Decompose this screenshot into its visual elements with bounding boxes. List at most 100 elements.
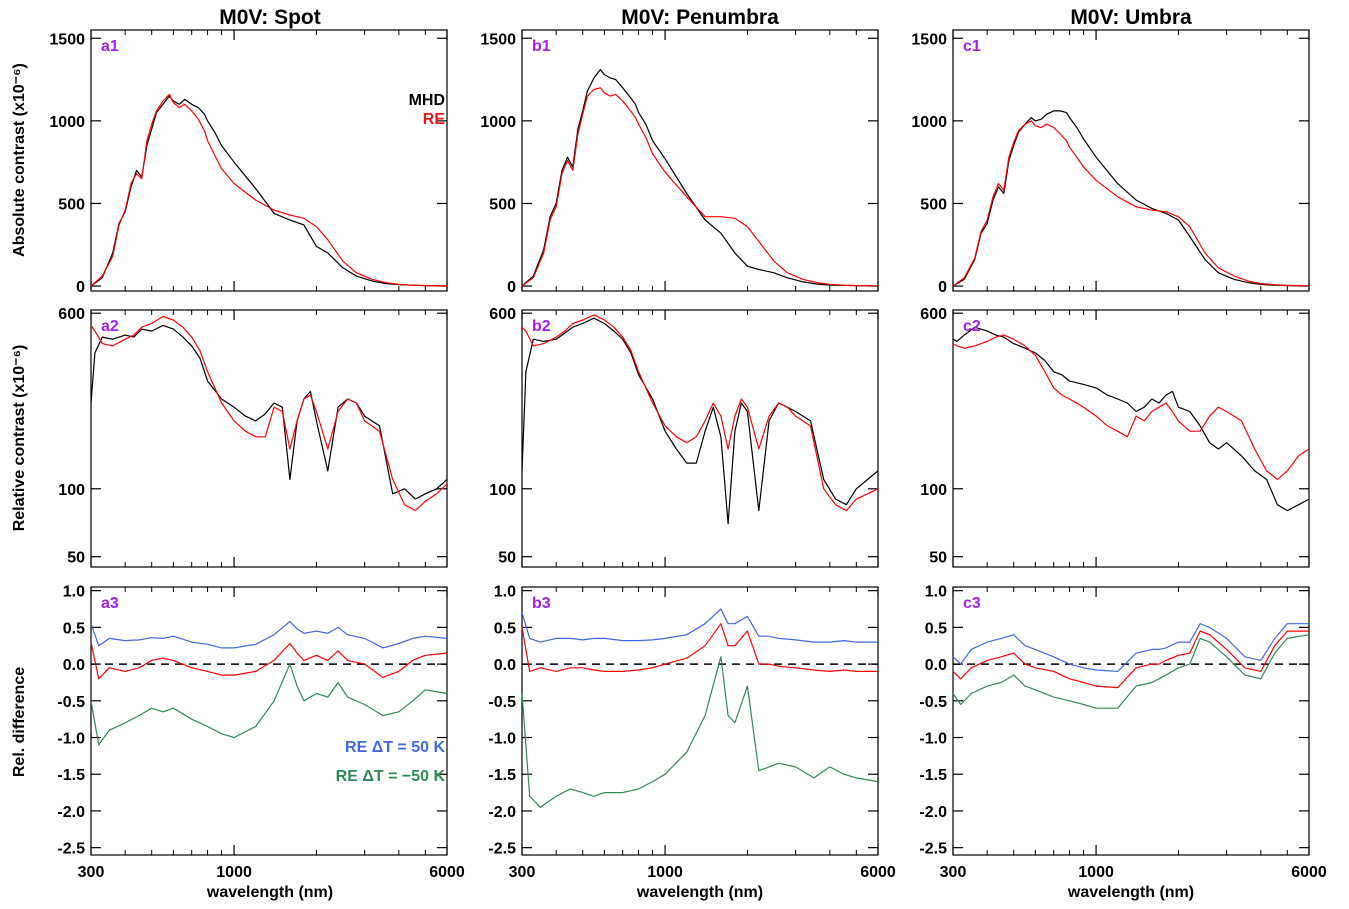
y-tick-label-b2: 100 (489, 482, 516, 499)
legend-mhd: MHD (409, 92, 445, 109)
y-tick-label-a2: 50 (67, 550, 85, 567)
plot-frame-c2 (952, 309, 1310, 568)
x-tick-label-b3: 1000 (647, 864, 683, 881)
x-tick-label-b3: 300 (509, 864, 536, 881)
series-line-mhd-c1 (952, 110, 1310, 287)
plot-frame-a2 (90, 309, 448, 568)
y-tick-label-c3: -0.5 (919, 694, 947, 711)
x-tick-label-c3: 300 (940, 864, 967, 881)
panel-label-a1: a1 (101, 38, 119, 55)
y-tick-label-c2: 50 (929, 550, 947, 567)
x-tick-label-c3: 1000 (1078, 864, 1114, 881)
series-line-mhd-a1 (90, 95, 448, 287)
y-tick-label-b3: 0.5 (494, 620, 516, 637)
y-tick-label-c3: 1.0 (925, 584, 947, 601)
x-tick-label-b3: 6000 (860, 864, 896, 881)
y-tick-label-b3: -0.5 (488, 694, 516, 711)
panel-label-c1: c1 (963, 38, 981, 55)
plot-frame-a3 (90, 586, 448, 856)
series-line-re-b2 (521, 314, 879, 512)
legend-re-minus50: RE ΔT = −50 K (336, 768, 446, 785)
y-tick-label-c2: 600 (920, 306, 947, 323)
x-tick-label-a3: 300 (78, 864, 105, 881)
series-line-re-t-50-k-c3 (952, 623, 1309, 673)
y-tick-label-c1: 1500 (911, 31, 947, 48)
x-tick-label-a3: 1000 (216, 864, 252, 881)
y-tick-label-a3: 1.0 (63, 584, 85, 601)
series-line-mhd-b2 (521, 317, 879, 525)
y-tick-label-a2: 100 (58, 482, 85, 499)
x-tick-label-c3: 6000 (1291, 864, 1327, 881)
column-title-penumbra: M0V: Penumbra (621, 6, 779, 29)
y-tick-label-c3: 0.5 (925, 620, 947, 637)
series-line-re-t-50-k-a3 (90, 663, 448, 746)
xlabel-col3: wavelength (nm) (1067, 884, 1194, 901)
y-tick-label-c2: 100 (920, 482, 947, 499)
series-line-re-c3 (952, 630, 1309, 689)
panel-label-b1: b1 (532, 38, 551, 55)
y-tick-label-c3: -2.5 (919, 841, 947, 858)
y-tick-label-b2: 600 (489, 306, 516, 323)
series-line-re-c2 (952, 334, 1310, 480)
series-line-re-t-50-k-a3 (90, 620, 448, 649)
y-tick-label-b3: 0.0 (494, 657, 516, 674)
y-tick-label-b1: 1000 (480, 114, 516, 131)
series-line-re-a1 (90, 93, 448, 287)
panel-label-a2: a2 (101, 318, 119, 335)
xlabel-col1: wavelength (nm) (206, 884, 333, 901)
y-tick-label-b1: 1500 (480, 31, 516, 48)
y-tick-label-b1: 0 (507, 279, 516, 296)
y-tick-label-c3: 0.0 (925, 657, 947, 674)
series-line-re-t-50-k-b3 (521, 656, 879, 808)
panels-group: 0 500 1000 1500 a1 0 500 1000 1500 b1 0 500 1000 1500… (49, 29, 1327, 881)
series-line-re-a3 (90, 641, 448, 680)
legend-re-plus50: RE ΔT = 50 K (345, 739, 445, 756)
panel-label-c2: c2 (963, 318, 981, 335)
y-tick-label-c3: -2.0 (919, 804, 947, 821)
legend-re: RE (423, 111, 446, 128)
y-tick-label-a3: -2.0 (57, 804, 85, 821)
y-tick-label-a3: 0.0 (63, 657, 85, 674)
y-tick-label-b2: 50 (498, 550, 516, 567)
y-tick-label-b3: -2.0 (488, 804, 516, 821)
panel-label-b2: b2 (532, 318, 551, 335)
xlabel-col2: wavelength (nm) (636, 884, 763, 901)
y-tick-label-b1: 500 (489, 196, 516, 213)
column-title-umbra: M0V: Umbra (1070, 6, 1192, 29)
y-tick-label-a2: 600 (58, 306, 85, 323)
ylabel-relative: Relative contrast (x10⁻⁶) (11, 345, 28, 532)
plot-frame-b3 (521, 586, 879, 856)
ylabel-difference: Rel. difference (11, 667, 28, 777)
y-tick-label-a1: 1500 (49, 31, 85, 48)
series-line-re-b1 (521, 87, 879, 287)
plot-frame-b2 (521, 309, 879, 568)
y-tick-label-a1: 0 (76, 279, 85, 296)
y-tick-label-c3: -1.0 (919, 731, 947, 748)
y-tick-label-b3: 1.0 (494, 584, 516, 601)
y-tick-label-a1: 500 (58, 196, 85, 213)
panel-label-a3: a3 (101, 595, 119, 612)
y-tick-label-a3: 0.5 (63, 620, 85, 637)
x-tick-label-a3: 6000 (429, 864, 465, 881)
series-line-mhd-b1 (521, 68, 879, 287)
y-tick-label-b3: -2.5 (488, 841, 516, 858)
y-tick-label-c1: 500 (920, 196, 947, 213)
y-tick-label-a3: -2.5 (57, 841, 85, 858)
series-line-re-t-50-k-b3 (521, 608, 878, 643)
series-line-re-a2 (90, 315, 448, 512)
plot-frame-a1 (90, 29, 448, 292)
series-line-re-t-50-k-c3 (952, 634, 1310, 709)
panel-label-c3: c3 (963, 595, 981, 612)
series-line-mhd-c2 (952, 326, 1310, 512)
y-tick-label-a3: -1.0 (57, 731, 85, 748)
y-tick-label-c1: 0 (938, 279, 947, 296)
series-line-mhd-a2 (90, 324, 448, 500)
y-tick-label-a3: -1.5 (57, 767, 85, 784)
panel-label-b3: b3 (532, 595, 551, 612)
y-tick-label-a3: -0.5 (57, 694, 85, 711)
y-tick-label-c3: -1.5 (919, 767, 947, 784)
column-title-spot: M0V: Spot (219, 6, 321, 29)
y-tick-label-a1: 1000 (49, 114, 85, 131)
y-tick-label-c1: 1000 (911, 114, 947, 131)
